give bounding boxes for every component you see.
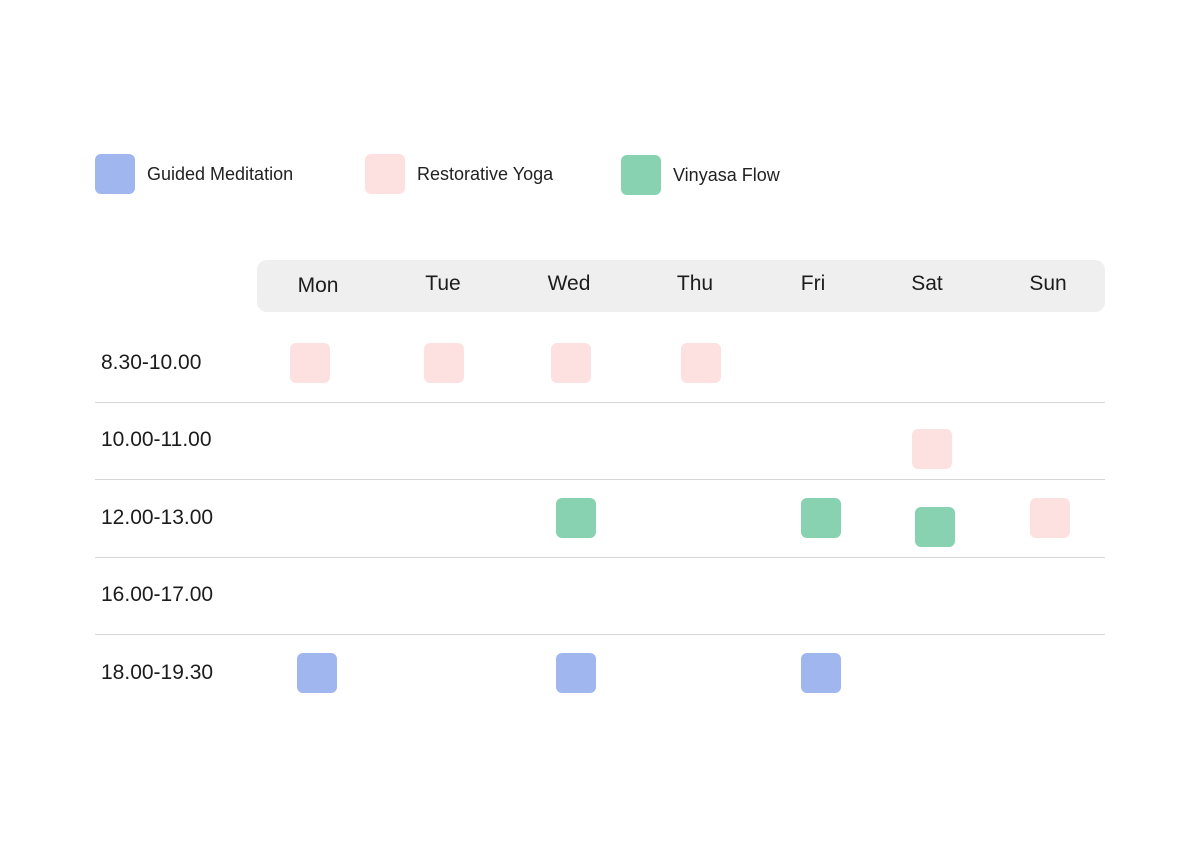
legend-item-meditation: Guided Meditation bbox=[95, 154, 293, 194]
day-header-wed: Wed bbox=[547, 272, 591, 295]
legend-label-vinyasa: Vinyasa Flow bbox=[673, 164, 780, 185]
session-vinyasa-wed bbox=[556, 498, 596, 538]
row-divider bbox=[95, 634, 1105, 635]
day-header-sat: Sat bbox=[911, 272, 943, 295]
legend-item-restorative: Restorative Yoga bbox=[365, 154, 553, 194]
row-divider bbox=[95, 479, 1105, 480]
session-restorative-thu bbox=[681, 343, 721, 383]
day-header-thu: Thu bbox=[676, 272, 714, 295]
session-restorative-mon bbox=[290, 343, 330, 383]
legend-item-vinyasa: Vinyasa Flow bbox=[621, 155, 780, 195]
session-vinyasa-sat bbox=[915, 507, 955, 547]
session-meditation-wed bbox=[556, 653, 596, 693]
time-label-1600: 16.00-17.00 bbox=[101, 583, 214, 606]
session-meditation-fri bbox=[801, 653, 841, 693]
day-header-sun: Sun bbox=[1029, 272, 1067, 295]
session-vinyasa-fri bbox=[801, 498, 841, 538]
row-divider bbox=[95, 402, 1105, 403]
legend-swatch-vinyasa bbox=[621, 155, 661, 195]
day-header-tue: Tue bbox=[425, 272, 461, 295]
time-label-1800: 18.00-19.30 bbox=[101, 661, 214, 684]
day-header-fri: Fri bbox=[800, 272, 826, 295]
legend-swatch-restorative bbox=[365, 154, 405, 194]
days-header-bar bbox=[257, 260, 1105, 312]
legend-label-restorative: Restorative Yoga bbox=[417, 163, 554, 184]
session-restorative-tue bbox=[424, 343, 464, 383]
legend-label-meditation: Guided Meditation bbox=[147, 163, 294, 184]
time-label-0830: 8.30-10.00 bbox=[101, 351, 202, 374]
session-restorative-wed bbox=[551, 343, 591, 383]
legend-swatch-meditation bbox=[95, 154, 135, 194]
day-header-mon: Mon bbox=[297, 274, 339, 297]
time-label-1000: 10.00-11.00 bbox=[101, 428, 212, 451]
session-restorative-sun bbox=[1030, 498, 1070, 538]
time-label-1200: 12.00-13.00 bbox=[101, 506, 214, 529]
session-meditation-mon bbox=[297, 653, 337, 693]
session-restorative-sat bbox=[912, 429, 952, 469]
row-divider bbox=[95, 557, 1105, 558]
